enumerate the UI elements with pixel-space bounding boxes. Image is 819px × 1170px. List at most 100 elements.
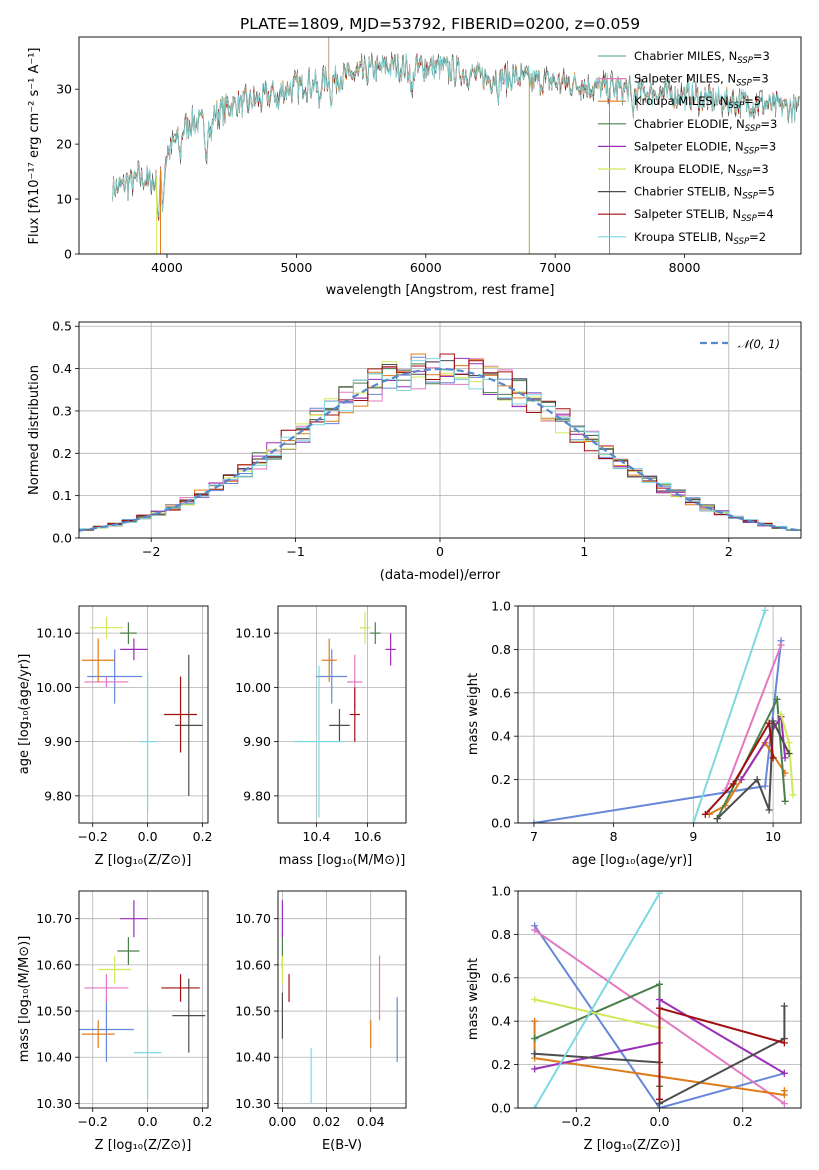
legend: Chabrier MILES, NSSP=3 Salpeter MILES, NS…	[598, 49, 777, 247]
y-axis-label: Flux [fλ10⁻¹⁷ erg cm⁻² s⁻¹ A⁻¹]	[27, 48, 42, 245]
error-bar-point	[87, 649, 143, 704]
y-tick-label: 10.30	[235, 1096, 271, 1111]
weight-line	[533, 892, 661, 1108]
y-tick-label: 10.10	[235, 626, 271, 641]
error-bar-point	[321, 638, 337, 682]
y-axis-label: mass weight	[466, 958, 481, 1040]
y-axis-label: age [log₁₀(age/yr)]	[17, 654, 32, 775]
x-axis-label: age [log₁₀(age/yr)]	[572, 853, 693, 868]
x-tick-label: 4000	[151, 260, 183, 275]
y-tick-label: 0.3	[52, 403, 72, 418]
weight-line	[708, 740, 786, 816]
y-tick-label: 9.90	[44, 734, 72, 749]
axes-frame	[277, 890, 407, 1109]
plus-marker	[531, 926, 539, 934]
plus-marker	[701, 810, 709, 818]
plus-marker	[531, 1065, 539, 1073]
y-tick-label: 20	[56, 137, 72, 152]
y-tick-label: 0.1	[52, 488, 72, 503]
plus-marker	[780, 1002, 788, 1010]
figure-title: PLATE=1809, MJD=53792, FIBERID=0200, z=0…	[240, 15, 640, 33]
weight-line	[533, 640, 783, 823]
spectrum-axes: 4000 5000 6000 7000 8000 0 10 20 30 wavelength [A…	[27, 36, 802, 298]
plus-marker	[780, 1100, 788, 1108]
error-bar-point	[349, 687, 360, 742]
legend-label: Chabrier STELIB, NSSP=5	[634, 185, 775, 202]
axes-frame	[78, 36, 802, 255]
plus-marker	[781, 797, 789, 805]
x-tick-label: 0.00	[268, 1114, 296, 1129]
plot-area	[112, 37, 800, 254]
plus-marker	[777, 711, 785, 718]
x-tick-label: −1	[286, 544, 304, 559]
error-bar-point	[139, 671, 156, 813]
y-tick-label: 0.8	[491, 642, 511, 657]
x-tick-label: 0.0	[138, 829, 158, 844]
y-tick-label: 9.80	[44, 788, 72, 803]
error-bar-point	[172, 978, 206, 1053]
plot-area	[530, 606, 797, 823]
y-tick-label: 10.00	[36, 680, 72, 695]
x-tick-label: 8	[610, 829, 618, 844]
y-tick-label: 10.50	[36, 1004, 72, 1019]
error-bar-point	[81, 1020, 115, 1048]
x-tick-label: 0.2	[193, 829, 213, 844]
y-tick-label: 1.0	[491, 599, 511, 614]
error-bar-point	[84, 974, 129, 1002]
plot-area	[79, 353, 801, 533]
y-tick-label: 10.00	[235, 680, 271, 695]
y-tick-label: 10.40	[235, 1050, 271, 1065]
plot-area	[79, 900, 206, 1099]
y-tick-label: 0.0	[491, 816, 511, 831]
legend-label: Salpeter STELIB, NSSP=4	[634, 207, 774, 224]
x-tick-label: 9	[689, 829, 697, 844]
x-tick-label: 0.2	[193, 1114, 213, 1129]
y-tick-label: 0.8	[491, 927, 511, 942]
error-bar-point	[120, 900, 148, 938]
error-bar-point	[133, 1006, 162, 1099]
plot-area	[81, 616, 203, 813]
age_vs_mass-axes: 10.4 10.6 9.80 9.90 10.00 10.10 mass [log₁₀(M/…	[235, 605, 407, 868]
y-tick-label: 9.90	[243, 734, 271, 749]
axes-frame	[517, 605, 802, 824]
plus-marker	[531, 1017, 539, 1025]
axes-frame	[517, 890, 802, 1109]
weight-line	[534, 998, 660, 1029]
y-tick-label: 10.70	[235, 911, 271, 926]
y-tick-label: 0.2	[491, 772, 511, 787]
x-tick-label: 2	[725, 544, 733, 559]
x-axis-label: wavelength [Angstrom, rest frame]	[326, 283, 555, 298]
plus-marker	[777, 641, 785, 649]
x-axis-label: (data-model)/error	[380, 568, 501, 583]
plus-marker	[531, 1050, 539, 1058]
y-tick-label: 0.4	[52, 361, 72, 376]
plus-marker	[656, 980, 663, 988]
x-tick-label: 6000	[410, 260, 442, 275]
error-bar-point	[161, 974, 200, 1002]
error-bar-point	[120, 638, 148, 661]
plus-marker	[530, 819, 538, 823]
plus-marker	[531, 1104, 539, 1108]
x-tick-label: 0.0	[650, 1114, 670, 1129]
plus-marker	[765, 806, 773, 814]
y-tick-label: 10.60	[36, 957, 72, 972]
y-tick-label: 0.0	[491, 1101, 511, 1116]
axes-frame	[78, 605, 209, 824]
y-tick-label: 10.40	[36, 1050, 72, 1065]
weight-line	[692, 609, 767, 823]
x-tick-label: 10.4	[302, 829, 330, 844]
y-tick-label: 10	[56, 192, 72, 207]
y-tick-label: 0.6	[491, 970, 511, 985]
x-tick-label: 0.02	[313, 1114, 341, 1129]
plot-area	[531, 891, 788, 1108]
y-tick-label: 10.10	[36, 626, 72, 641]
y-tick-label: 0	[64, 247, 72, 262]
residuals-axes: −2 −1 0 1 2 0.0 0.1 0.2 0.3 0.4 0.5 (data-model)/er…	[27, 319, 802, 583]
x-tick-label: −0.2	[78, 829, 108, 844]
error-bar-point	[117, 937, 140, 965]
y-tick-label: 30	[56, 82, 72, 97]
y-tick-label: 0.4	[491, 1014, 511, 1029]
legend-label: 𝒩(0, 1)	[738, 337, 780, 351]
plus-marker	[656, 1004, 663, 1012]
